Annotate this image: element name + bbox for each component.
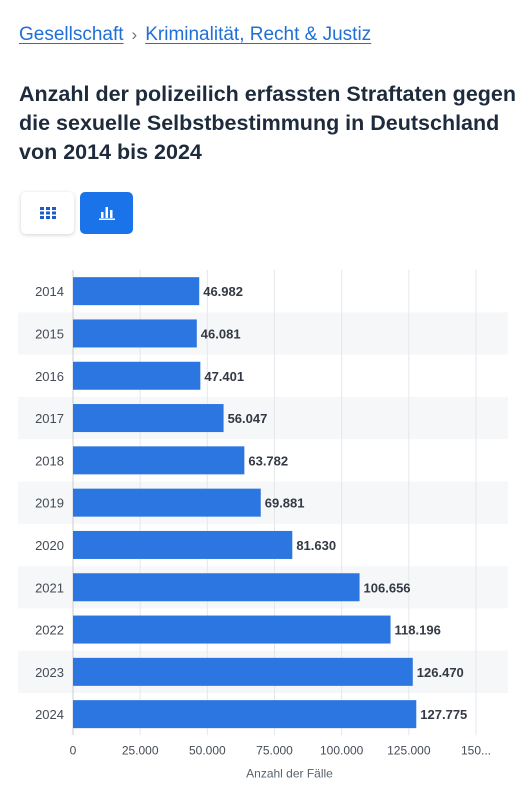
data-label: 106.656: [364, 580, 411, 595]
y-tick-label: 2019: [35, 496, 64, 511]
data-label: 46.982: [203, 284, 243, 299]
y-tick-label: 2014: [35, 284, 64, 299]
data-label: 118.196: [395, 623, 441, 638]
bar-2017[interactable]: [73, 404, 224, 433]
y-tick-label: 2020: [35, 538, 64, 553]
breadcrumb-link-kriminalitaet[interactable]: Kriminalität, Recht & Justiz: [145, 24, 372, 45]
bar-2022[interactable]: [73, 615, 391, 644]
y-tick-label: 2018: [35, 453, 64, 468]
bar-2020[interactable]: [73, 530, 293, 559]
bar-2019[interactable]: [73, 488, 261, 517]
x-tick-label: 0: [70, 743, 77, 757]
x-tick-label: 125.000: [387, 743, 431, 757]
y-tick-label: 2022: [35, 623, 64, 638]
bar-2024[interactable]: [73, 700, 417, 729]
table-view-button[interactable]: [21, 192, 74, 234]
data-label: 81.630: [296, 538, 336, 553]
data-label: 56.047: [228, 411, 268, 426]
breadcrumb-link-gesellschaft[interactable]: Gesellschaft: [19, 24, 124, 45]
bar-2021[interactable]: [73, 573, 360, 602]
y-tick-label: 2015: [35, 326, 64, 341]
breadcrumb: Gesellschaft › Kriminalität, Recht & Jus…: [19, 24, 371, 46]
x-tick-label: 25.000: [122, 743, 159, 757]
data-label: 47.401: [204, 369, 244, 384]
data-label: 126.470: [417, 665, 464, 680]
bar-2023[interactable]: [73, 657, 413, 686]
bar-chart: 2014 2015 2016 2017 2018 2019 2020 2021 2022 2023…: [18, 270, 508, 780]
bar-2015[interactable]: [73, 319, 197, 348]
y-tick-label: 2024: [35, 707, 64, 722]
breadcrumb-separator: ›: [131, 25, 138, 44]
x-tick-label: 100.000: [320, 743, 364, 757]
x-tick-label: 75.000: [256, 743, 293, 757]
bar-chart-icon: [98, 207, 115, 220]
y-tick-label: 2023: [35, 665, 64, 680]
y-tick-label: 2021: [35, 580, 64, 595]
x-tick-label: 50.000: [189, 743, 226, 757]
y-tick-label: 2016: [35, 369, 64, 384]
x-axis-title: Anzahl der Fälle: [246, 766, 333, 780]
data-label: 69.881: [265, 496, 305, 511]
data-label: 127.775: [420, 707, 467, 722]
chart-title: Anzahl der polizeilich erfassten Strafta…: [19, 82, 516, 164]
data-label: 46.081: [201, 326, 241, 341]
bar-2014[interactable]: [73, 277, 200, 306]
y-tick-label: 2017: [35, 411, 64, 426]
data-label: 63.782: [248, 453, 288, 468]
chart-view-button[interactable]: [80, 192, 133, 234]
bar-2018[interactable]: [73, 446, 245, 475]
x-tick-label: 150...: [461, 743, 491, 757]
bar-2016[interactable]: [73, 361, 201, 390]
grid-icon: [39, 207, 56, 219]
